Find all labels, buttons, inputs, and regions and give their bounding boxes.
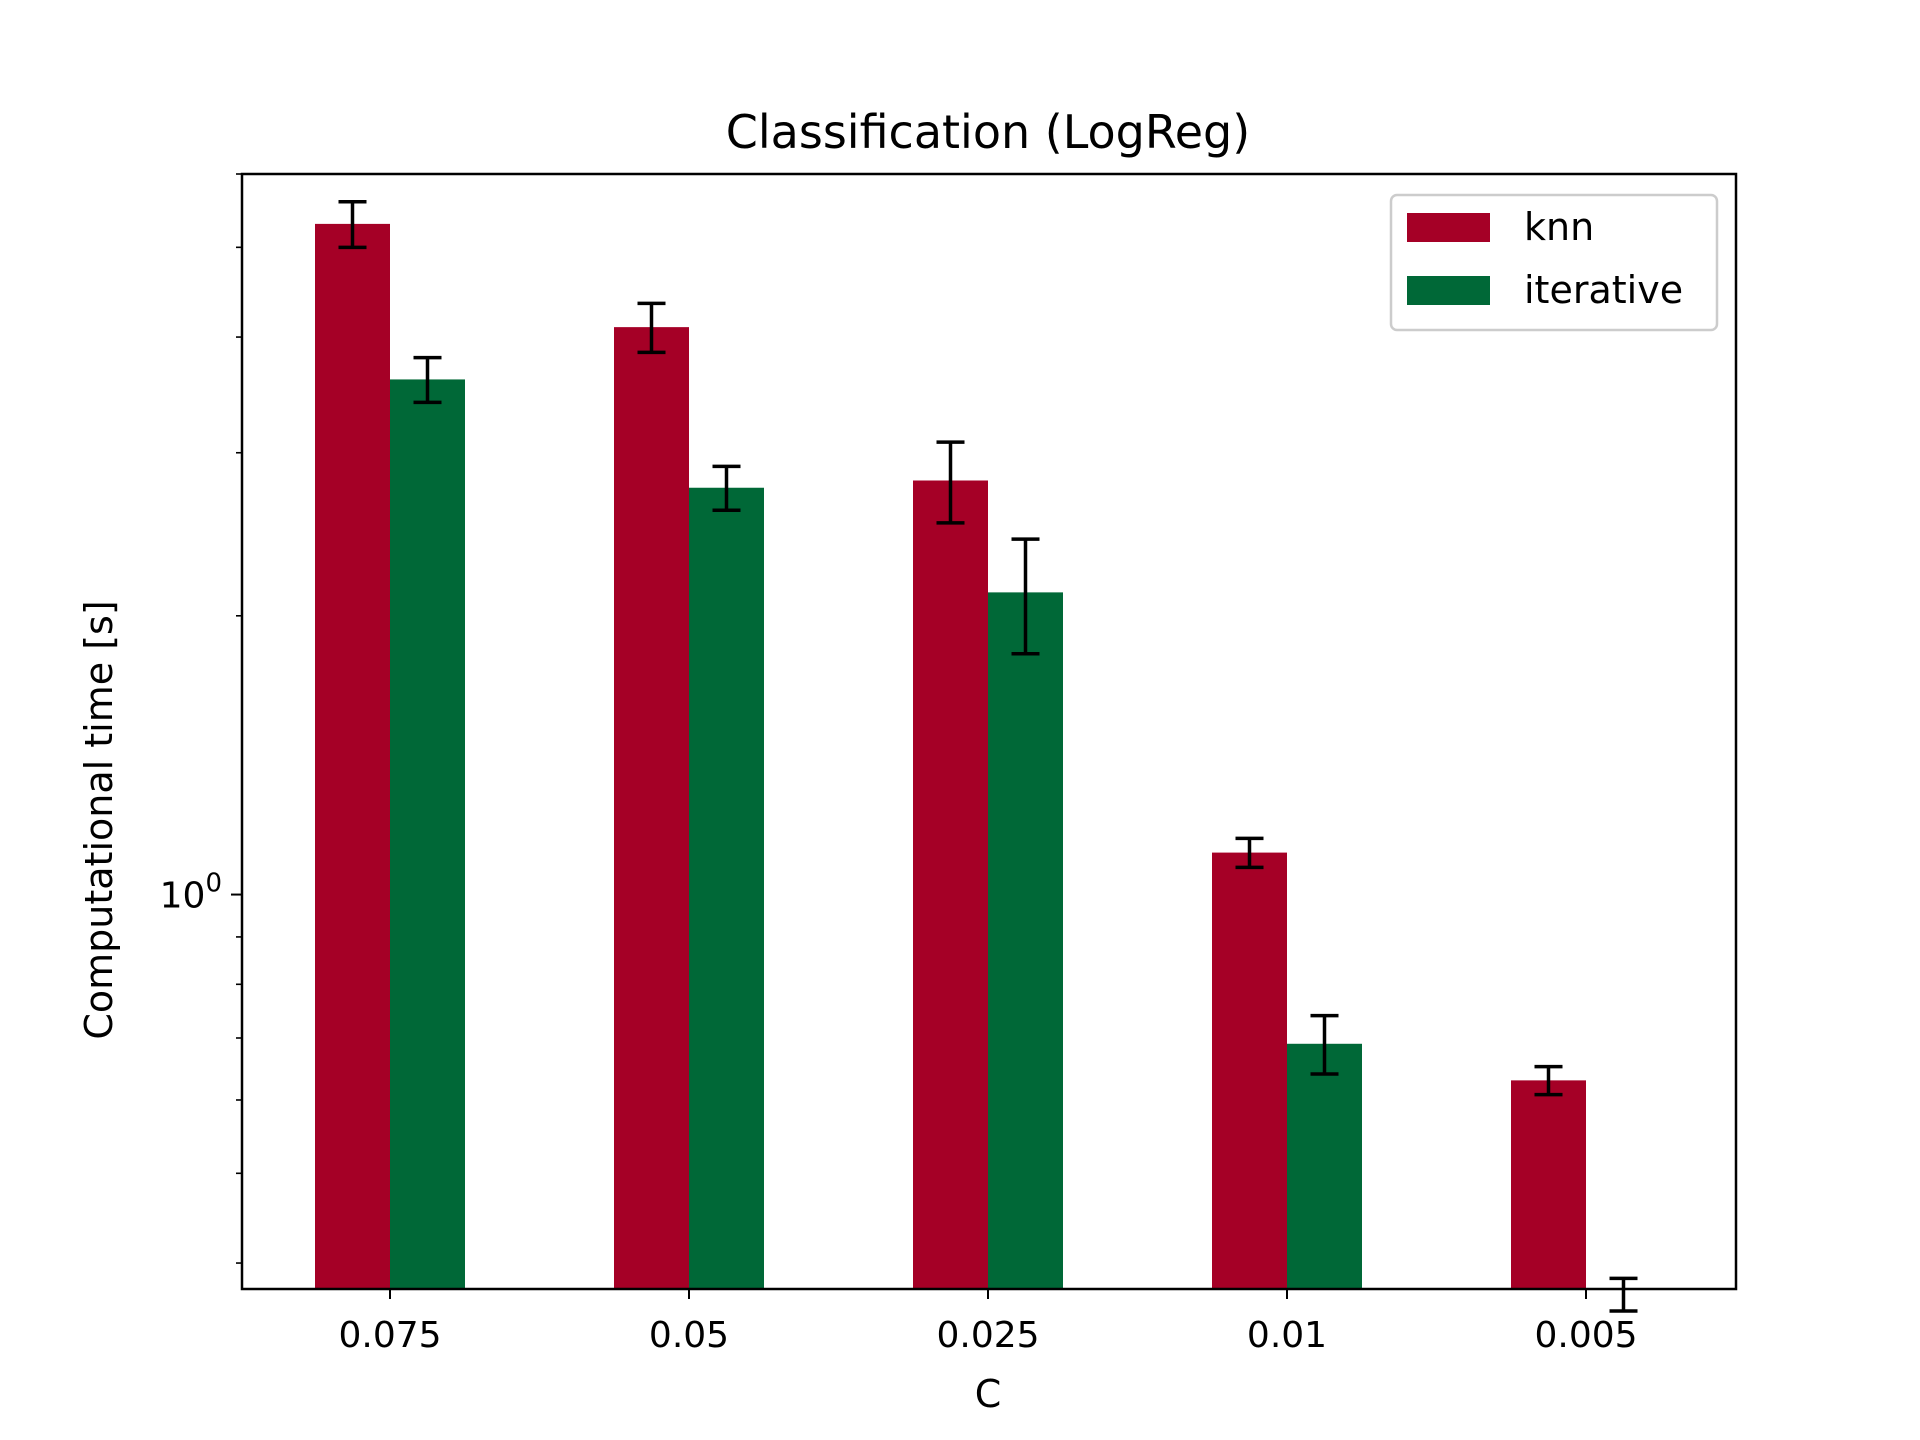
- y-tick-label-1: 100: [160, 869, 222, 917]
- legend-swatch-iterative: [1407, 276, 1490, 305]
- x-tick-label-0.01: 0.01: [1247, 1315, 1327, 1356]
- bar-knn-0.01: [1212, 852, 1287, 1289]
- bar-iterative-0.025: [988, 592, 1063, 1289]
- bar-knn-0.075: [315, 223, 390, 1289]
- bar-knn-0.05: [614, 327, 689, 1289]
- x-axis-label: C: [975, 1372, 1002, 1416]
- legend-label-iterative: iterative: [1524, 268, 1683, 312]
- bar-knn-0.025: [913, 480, 988, 1289]
- y-axis-label: Computational time [s]: [77, 600, 121, 1039]
- bar-iterative-0.075: [390, 379, 465, 1289]
- x-tick-label-0.005: 0.005: [1534, 1315, 1637, 1356]
- bar-knn-0.005: [1511, 1080, 1586, 1289]
- bar-iterative-0.05: [689, 487, 764, 1290]
- x-tick-label-0.075: 0.075: [338, 1315, 441, 1356]
- legend-swatch-knn: [1407, 213, 1490, 242]
- plot-area: 0.075 0.05 0.025 0.01 0.005 100: [160, 172, 1738, 1356]
- bar-iterative-0.01: [1287, 1043, 1362, 1289]
- legend-label-knn: knn: [1524, 205, 1594, 249]
- x-tick-label-0.05: 0.05: [649, 1315, 729, 1356]
- legend: knn iterative: [1389, 193, 1719, 332]
- x-tick-label-0.025: 0.025: [936, 1315, 1039, 1356]
- chart-title: Classification (LogReg): [726, 105, 1250, 159]
